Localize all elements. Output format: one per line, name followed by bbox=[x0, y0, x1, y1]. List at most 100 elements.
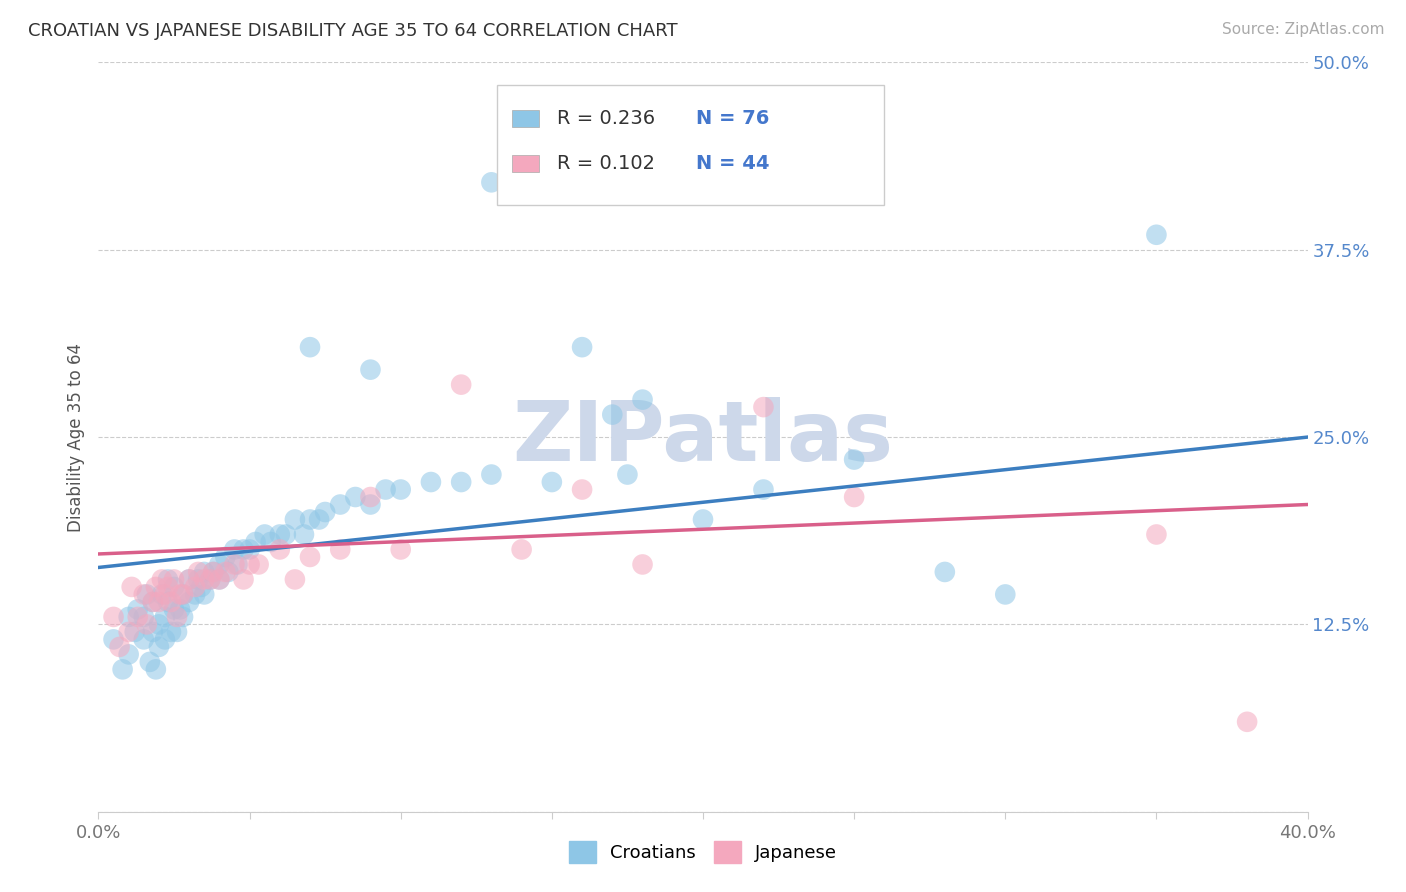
Point bbox=[145, 662, 167, 676]
Point bbox=[135, 587, 157, 601]
Point bbox=[284, 512, 307, 526]
Point bbox=[571, 340, 593, 354]
Point bbox=[111, 662, 134, 676]
Point bbox=[269, 527, 291, 541]
Point bbox=[184, 587, 207, 601]
Point bbox=[160, 624, 183, 639]
Point bbox=[132, 632, 155, 647]
Point bbox=[145, 580, 167, 594]
Point bbox=[232, 542, 254, 557]
Point bbox=[329, 498, 352, 512]
Point bbox=[160, 595, 183, 609]
Point bbox=[389, 483, 412, 497]
Point bbox=[150, 573, 173, 587]
Point bbox=[142, 624, 165, 639]
Point bbox=[118, 610, 141, 624]
Point bbox=[163, 573, 186, 587]
Text: CROATIAN VS JAPANESE DISABILITY AGE 35 TO 64 CORRELATION CHART: CROATIAN VS JAPANESE DISABILITY AGE 35 T… bbox=[28, 22, 678, 40]
Point bbox=[692, 512, 714, 526]
Point bbox=[139, 655, 162, 669]
Point bbox=[132, 587, 155, 601]
Point bbox=[994, 587, 1017, 601]
Point bbox=[224, 542, 246, 557]
Point bbox=[245, 535, 267, 549]
Point bbox=[166, 610, 188, 624]
Point bbox=[169, 587, 191, 601]
Point bbox=[148, 640, 170, 654]
Point bbox=[193, 565, 215, 579]
Point bbox=[1236, 714, 1258, 729]
Point bbox=[163, 602, 186, 616]
Point bbox=[103, 610, 125, 624]
Point bbox=[193, 573, 215, 587]
Point bbox=[214, 549, 236, 564]
Point bbox=[208, 573, 231, 587]
Point bbox=[247, 558, 270, 572]
Point bbox=[153, 632, 176, 647]
Point bbox=[132, 610, 155, 624]
Text: N = 44: N = 44 bbox=[696, 154, 769, 173]
Point bbox=[360, 362, 382, 376]
Point bbox=[299, 340, 322, 354]
Point bbox=[166, 624, 188, 639]
FancyBboxPatch shape bbox=[512, 111, 538, 127]
Point bbox=[172, 610, 194, 624]
Point bbox=[127, 602, 149, 616]
Text: N = 76: N = 76 bbox=[696, 109, 769, 128]
Point bbox=[239, 558, 262, 572]
Point bbox=[172, 587, 194, 601]
Point bbox=[260, 535, 283, 549]
Text: R = 0.236: R = 0.236 bbox=[557, 109, 655, 128]
Point bbox=[232, 573, 254, 587]
Point bbox=[103, 632, 125, 647]
Point bbox=[153, 587, 176, 601]
Point bbox=[202, 565, 225, 579]
Point bbox=[360, 498, 382, 512]
Point bbox=[217, 565, 239, 579]
Point bbox=[284, 573, 307, 587]
Point bbox=[148, 595, 170, 609]
Point bbox=[481, 467, 503, 482]
Point bbox=[224, 558, 246, 572]
Point bbox=[184, 580, 207, 594]
Point bbox=[142, 595, 165, 609]
Point bbox=[274, 527, 297, 541]
Point bbox=[202, 565, 225, 579]
Point bbox=[631, 392, 654, 407]
Point bbox=[179, 573, 201, 587]
Point bbox=[179, 573, 201, 587]
Point bbox=[208, 558, 231, 572]
Point bbox=[193, 587, 215, 601]
Point bbox=[616, 467, 638, 482]
Point bbox=[269, 542, 291, 557]
Point bbox=[571, 483, 593, 497]
Point bbox=[156, 573, 179, 587]
Point bbox=[844, 490, 866, 504]
Point bbox=[481, 175, 503, 189]
Point bbox=[127, 610, 149, 624]
Legend: Croatians, Japanese: Croatians, Japanese bbox=[561, 834, 845, 870]
Point bbox=[200, 573, 222, 587]
Point bbox=[389, 542, 412, 557]
Point bbox=[124, 624, 146, 639]
Point bbox=[118, 648, 141, 662]
Point bbox=[172, 587, 194, 601]
Point bbox=[752, 483, 775, 497]
Point bbox=[156, 595, 179, 609]
Point bbox=[360, 490, 382, 504]
Point bbox=[121, 580, 143, 594]
Point bbox=[844, 452, 866, 467]
Point bbox=[148, 617, 170, 632]
Point bbox=[299, 512, 322, 526]
Point bbox=[200, 573, 222, 587]
Point bbox=[934, 565, 956, 579]
Point bbox=[450, 377, 472, 392]
Point bbox=[150, 587, 173, 601]
Text: R = 0.102: R = 0.102 bbox=[557, 154, 655, 173]
Point bbox=[1144, 527, 1167, 541]
Point bbox=[135, 617, 157, 632]
Point bbox=[239, 542, 262, 557]
Point bbox=[108, 640, 131, 654]
Point bbox=[540, 475, 562, 489]
Point bbox=[214, 565, 236, 579]
